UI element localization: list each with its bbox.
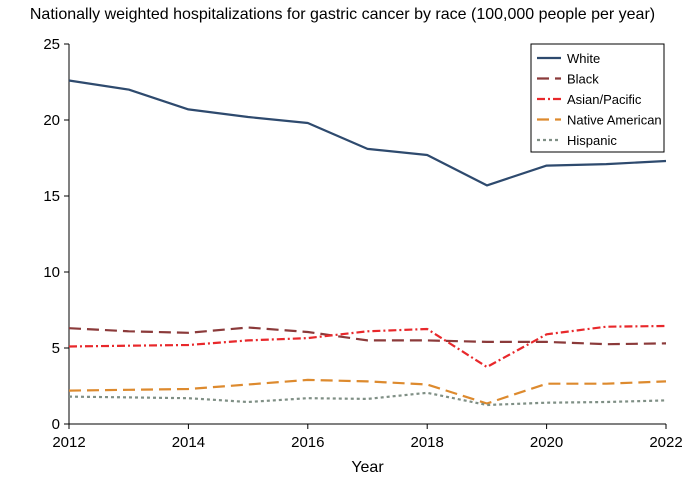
- x-tick-label-2014: 2014: [172, 434, 205, 451]
- y-tick-label-20: 20: [43, 112, 60, 129]
- series-line-native-american: [68, 378, 667, 405]
- x-tick-label-2012: 2012: [52, 434, 85, 451]
- y-tick-label-10: 10: [43, 264, 60, 281]
- x-axis-title: Year: [351, 459, 384, 476]
- legend: White Black Asian/Pacific Native American Hi…: [530, 43, 665, 153]
- series-line-asian-pacific: [68, 324, 667, 369]
- legend-label-native-american: Native American: [567, 113, 662, 128]
- y-tick-label-5: 5: [52, 340, 60, 357]
- x-tick-label-2016: 2016: [291, 434, 324, 451]
- y-tick-label-25: 25: [43, 36, 60, 53]
- x-tick-label-2020: 2020: [530, 434, 563, 451]
- chart-title: Nationally weighted hospitalizations for…: [29, 6, 656, 23]
- series-line-white: [68, 79, 667, 187]
- series-lines: [68, 79, 667, 407]
- legend-label-white: White: [567, 51, 600, 66]
- x-tick-label-2018: 2018: [411, 434, 444, 451]
- y-tick-label-0: 0: [52, 416, 60, 433]
- y-tick-label-15: 15: [43, 188, 60, 205]
- x-tick-label-2022: 2022: [649, 434, 682, 451]
- axes: 0 5 10 15 20 25 2012 2014 2016 2018 2020 2022: [43, 36, 682, 451]
- legend-label-black: Black: [567, 72, 599, 87]
- series-line-hispanic: [68, 391, 667, 407]
- legend-label-hispanic: Hispanic: [567, 133, 617, 148]
- series-line-black: [68, 326, 667, 346]
- legend-label-asian-pacific: Asian/Pacific: [567, 92, 642, 107]
